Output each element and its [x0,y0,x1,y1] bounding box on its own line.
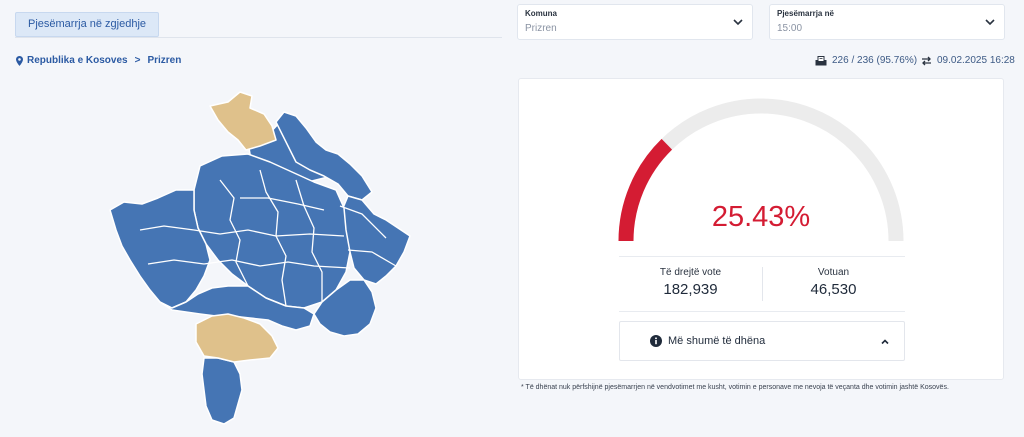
tab-turnout[interactable]: Pjesëmarrja në zgjedhje [15,12,160,37]
last-updated-text: 09.02.2025 16:28 [937,55,1015,66]
more-data-label: Më shumë të dhëna [668,335,766,347]
votes-cast-value: 46,530 [810,281,857,298]
turnout-card: 25.43% Të drejtë vote 182,939 Votuan 46,… [518,78,1004,380]
stats-divider [762,267,763,301]
turnout-stats: Të drejtë vote 182,939 Votuan 46,530 [619,256,905,312]
map-pin-icon [16,55,23,66]
turnout-gauge [618,98,904,242]
votes-cast-label: Votuan [817,267,850,278]
time-select-label: Pjesëmarrja në [777,9,834,18]
breadcrumb-root[interactable]: Republika e Kosoves [27,55,128,66]
map-region-west[interactable] [109,189,211,309]
breadcrumb: Republika e Kosoves > Prizren [16,55,181,66]
map-region-southwest[interactable] [159,285,315,331]
chevron-down-icon [733,19,743,26]
polling-stations-count: 226 / 236 (95.76%) [815,55,917,66]
footnote: * Të dhënat nuk përfshijnë pjesëmarrjen … [521,384,949,391]
votes-cast: Votuan 46,530 [762,267,905,298]
gauge-fill [618,138,673,242]
last-updated: 09.02.2025 16:28 [921,55,1015,66]
eligible-voters: Të drejtë vote 182,939 [619,267,762,298]
info-icon [650,335,662,347]
kosovo-map [109,91,411,425]
time-select-value: 15:00 [777,23,803,34]
municipality-select-label: Komuna [525,9,557,18]
more-data-button[interactable]: Më shumë të dhëna [619,321,905,361]
map-region-leposaviq[interactable] [209,91,277,151]
map-region-northeast[interactable] [275,111,373,201]
breadcrumb-separator: > [134,55,141,66]
tab-bar: Pjesëmarrja në zgjedhje [15,12,502,38]
turnout-percent: 25.43% [711,201,811,233]
municipality-select-value: Prizren [525,23,557,34]
breadcrumb-current: Prizren [147,55,182,66]
municipality-select[interactable]: Komuna Prizren [517,4,753,40]
chevron-up-icon [881,339,889,345]
eligible-voters-label: Të drejtë vote [659,267,722,278]
chevron-down-icon [985,19,995,26]
ballot-box-icon [815,55,827,65]
map-region-southeast[interactable] [313,279,377,337]
map-region-prizren[interactable] [195,313,279,363]
eligible-voters-value: 182,939 [663,281,718,298]
time-select[interactable]: Pjesëmarrja në 15:00 [769,4,1005,40]
refresh-arrows-icon [922,56,931,65]
polling-stations-text: 226 / 236 (95.76%) [832,55,918,66]
map-region-south[interactable] [201,357,243,425]
